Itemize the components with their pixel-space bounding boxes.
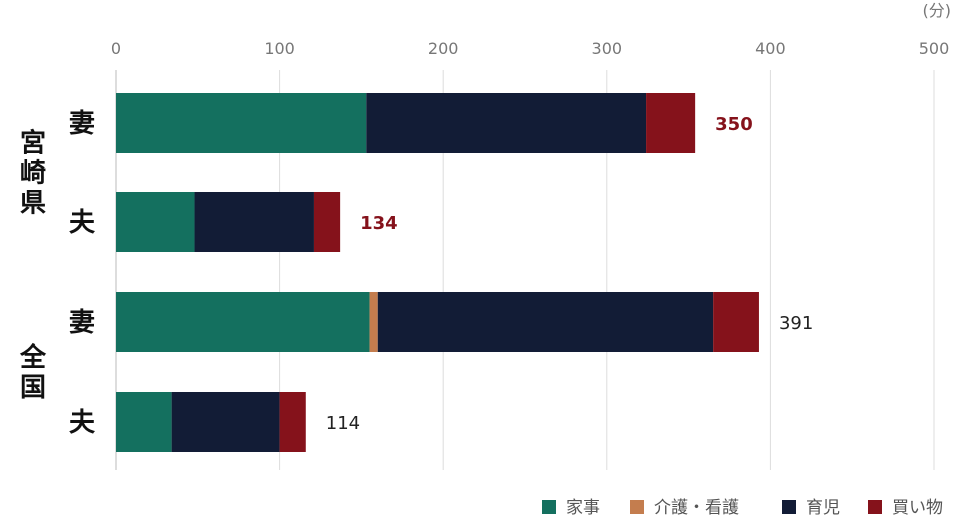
legend-label: 買い物 [892, 498, 943, 518]
legend-swatch [782, 500, 796, 514]
bar-segment [116, 292, 370, 352]
bar-segment [116, 192, 195, 252]
legend-swatch [868, 500, 882, 514]
row-label: 夫 [69, 408, 96, 438]
legend-label: 介護・看護 [654, 498, 739, 518]
bar-segment [713, 292, 759, 352]
bar-segment [313, 192, 341, 252]
bar-segment [366, 93, 647, 153]
legend-item: 買い物 [868, 498, 943, 518]
bar-segment [116, 392, 172, 452]
bar-segment [194, 192, 314, 252]
legend-swatch [630, 500, 644, 514]
x-tick-label: 200 [428, 39, 459, 58]
total-label: 134 [360, 213, 398, 234]
bar-segment [116, 93, 367, 153]
bar-segment [646, 93, 696, 153]
row-label: 夫 [69, 208, 96, 238]
legend-label: 家事 [566, 498, 600, 518]
legend-item: 介護・看護 [630, 498, 739, 518]
total-label: 350 [715, 114, 753, 135]
row-label: 妻 [69, 109, 95, 139]
x-tick-label: 0 [111, 39, 121, 58]
legend-item: 育児 [782, 498, 840, 518]
x-tick-label: 100 [264, 39, 295, 58]
unit-label: (分) [923, 1, 952, 20]
total-label: 114 [326, 413, 360, 434]
bar-segment [377, 292, 714, 352]
legend-label: 育児 [806, 498, 840, 518]
row-label: 妻 [69, 308, 95, 338]
legend-swatch [542, 500, 556, 514]
bar-segment [279, 392, 306, 452]
x-tick-label: 300 [592, 39, 623, 58]
total-label: 391 [779, 313, 813, 334]
group-label: 宮崎県 [20, 128, 46, 219]
x-tick-label: 400 [755, 39, 786, 58]
bar-segment [369, 292, 378, 352]
bar-segment [171, 392, 280, 452]
group-label: 全国 [19, 342, 47, 403]
x-tick-label: 500 [919, 39, 950, 58]
legend-item: 家事 [542, 498, 600, 518]
